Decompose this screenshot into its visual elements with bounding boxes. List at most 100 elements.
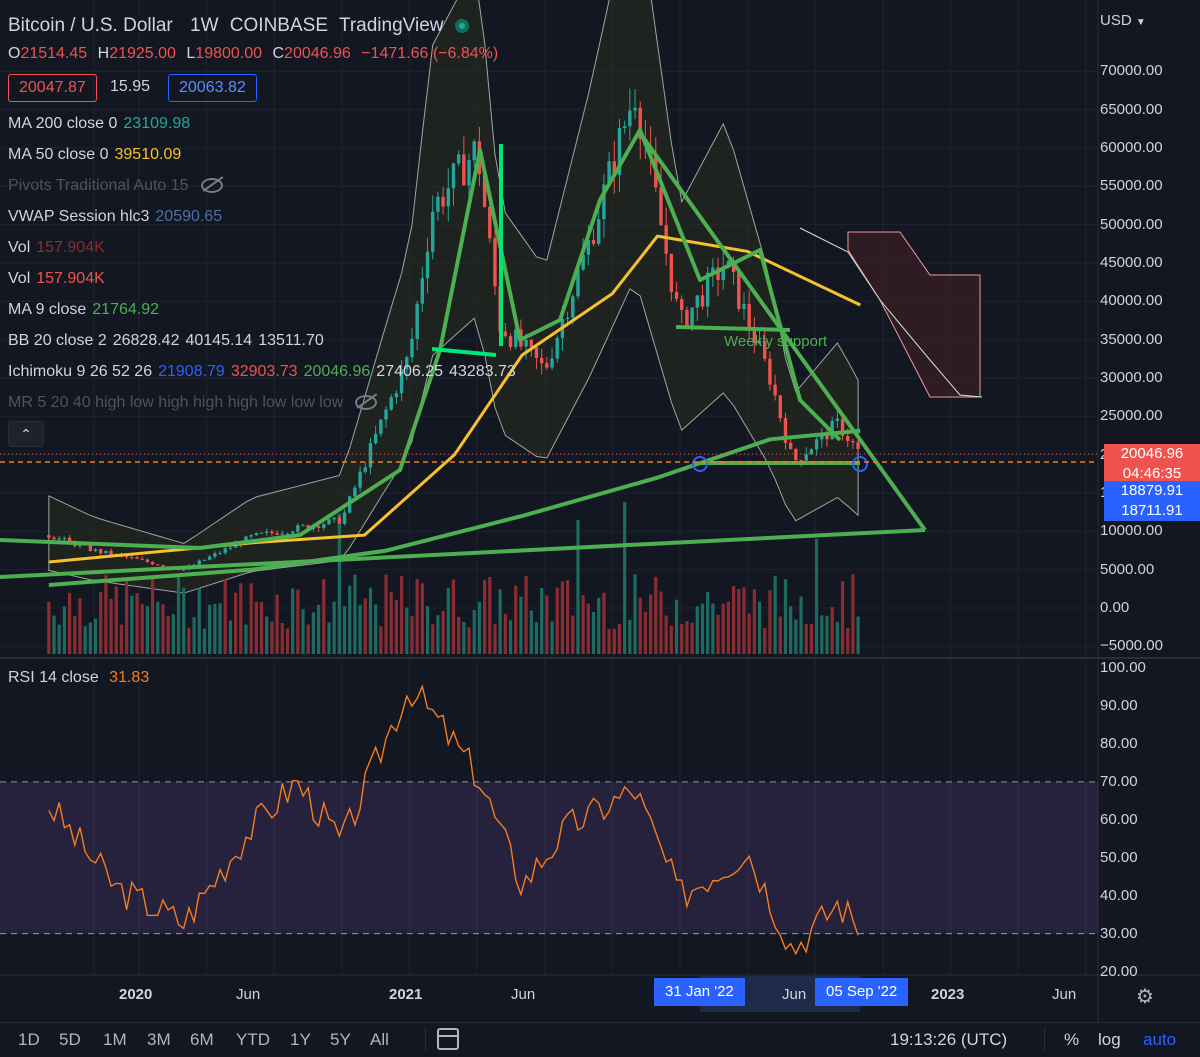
- collapse-legend-button[interactable]: ⌃: [8, 421, 44, 447]
- candle-body: [207, 556, 212, 560]
- candle-body: [384, 409, 388, 420]
- volume-bar: [410, 616, 414, 654]
- indicator-legend-row[interactable]: MA 9 close 21764.92: [8, 300, 165, 320]
- volume-bar: [534, 622, 539, 654]
- volume-bar: [477, 601, 482, 654]
- rsi-axis-label: 20.00: [1100, 962, 1138, 980]
- volume-bar: [711, 603, 715, 654]
- price-axis-label: 0.00: [1100, 599, 1130, 616]
- price-tag-3: 18711.91: [1104, 501, 1200, 521]
- candle-body: [135, 557, 139, 559]
- volume-bar: [78, 598, 82, 654]
- volume-bar: [62, 606, 66, 654]
- candle-body: [628, 110, 632, 127]
- candle-body: [809, 449, 814, 455]
- bid-box[interactable]: 20047.87: [8, 74, 97, 102]
- volume-bar: [628, 619, 632, 654]
- volume-bar: [571, 615, 575, 654]
- log-scale-toggle[interactable]: log: [1098, 1030, 1121, 1049]
- indicator-name: Vol: [8, 239, 31, 256]
- timeframe-button-1y[interactable]: 1Y: [290, 1030, 311, 1049]
- indicator-legend-row[interactable]: MR 5 20 40 high low high high high low l…: [8, 393, 383, 413]
- volume-bar: [654, 576, 658, 654]
- candle-body: [213, 553, 217, 557]
- clock[interactable]: 19:13:26 (UTC): [890, 1030, 1008, 1049]
- volume-bar: [374, 604, 378, 654]
- time-label-jun-2023: Jun: [1052, 986, 1077, 1003]
- timeframe-button-1d[interactable]: 1D: [18, 1030, 40, 1049]
- toolbar-divider-2: [1044, 1027, 1045, 1051]
- indicator-name: BB 20 close 2: [8, 332, 107, 349]
- candle-body: [254, 533, 259, 536]
- volume-bar: [415, 579, 419, 654]
- candle-body: [778, 395, 782, 419]
- ask-box[interactable]: 20063.82: [168, 74, 257, 102]
- indicator-value: 23109.98: [123, 115, 191, 132]
- high-label: H: [97, 45, 110, 62]
- low-value: 19800.00: [195, 45, 263, 62]
- timeframe-button-ytd[interactable]: YTD: [236, 1030, 270, 1049]
- settings-gear-icon[interactable]: ⚙: [1136, 986, 1154, 1008]
- volume-bar: [783, 579, 788, 654]
- candle-body: [685, 309, 689, 327]
- price-axis-label: 25000.00: [1100, 407, 1163, 425]
- chevron-up-icon: ⌃: [20, 426, 32, 442]
- volume-bar: [555, 587, 559, 654]
- candle-body: [342, 512, 347, 524]
- candle-body: [659, 187, 663, 226]
- rsi-value: 31.83: [109, 669, 150, 686]
- ohlc-row: O21514.45 H21925.00 L19800.00 C20046.96 …: [8, 44, 504, 64]
- spread-value: 15.95: [110, 78, 151, 95]
- symbol-title: Bitcoin / U.S. Dollar 1W COINBASE Tradin…: [8, 16, 475, 36]
- volume-bar: [576, 519, 580, 654]
- date-range-calendar-icon[interactable]: [437, 1028, 459, 1050]
- candle-body: [550, 358, 554, 368]
- timeframe-button-5d[interactable]: 5D: [59, 1030, 81, 1049]
- eye-crossed-icon[interactable]: [200, 176, 223, 194]
- volume-bar: [617, 624, 622, 654]
- candle-body: [576, 269, 580, 297]
- indicator-legend-row[interactable]: MA 200 close 0 23109.98: [8, 114, 196, 134]
- volume-bar: [161, 604, 165, 654]
- auto-scale-toggle[interactable]: auto: [1143, 1030, 1177, 1049]
- volume-bar: [763, 628, 767, 654]
- timeframe-button-1m[interactable]: 1M: [103, 1030, 127, 1049]
- volume-bar: [550, 621, 554, 654]
- volume-bar: [529, 610, 533, 654]
- volume-bar: [840, 581, 845, 654]
- indicator-legend-row[interactable]: Pivots Traditional Auto 15: [8, 176, 229, 196]
- timeframe-button-all[interactable]: All: [370, 1030, 389, 1049]
- candle-body: [690, 307, 694, 327]
- price-tag-2: 18879.91: [1104, 481, 1200, 501]
- candle-body: [259, 532, 264, 534]
- volume-bar: [519, 596, 523, 654]
- indicator-legend-row[interactable]: Vol 157.904K: [8, 269, 111, 289]
- indicator-legend-row[interactable]: VWAP Session hlc3 20590.65: [8, 207, 228, 227]
- indicator-legend-row[interactable]: BB 20 close 2 26828.42 40145.14 13511.70: [8, 331, 330, 351]
- volume-bar: [244, 624, 248, 654]
- candle-body: [586, 240, 591, 255]
- candle-body: [78, 544, 82, 547]
- candle-body: [757, 341, 762, 344]
- eye-crossed-icon[interactable]: [355, 393, 378, 411]
- indicator-legend-row[interactable]: MA 50 close 0 39510.09: [8, 145, 187, 165]
- timeframe-button-3m[interactable]: 3M: [147, 1030, 171, 1049]
- currency-select[interactable]: USD ▼: [1086, 12, 1200, 29]
- timeframe-button-6m[interactable]: 6M: [190, 1030, 214, 1049]
- volume-bar: [228, 620, 233, 654]
- candle-body: [420, 278, 425, 304]
- volume-bar: [659, 591, 663, 654]
- indicator-legend-row[interactable]: Vol 157.904K: [8, 238, 111, 258]
- percent-scale-toggle[interactable]: %: [1064, 1030, 1080, 1049]
- change-value: −1471.66 (−6.84%): [361, 45, 499, 62]
- indicator-value: 43283.73: [449, 363, 516, 380]
- volume-bar: [150, 576, 155, 654]
- candle-body: [130, 557, 134, 559]
- volume-bar: [109, 598, 113, 654]
- price-chart[interactable]: [0, 0, 1200, 1022]
- volume-bar: [99, 592, 103, 654]
- indicator-legend-row[interactable]: Ichimoku 9 26 52 26 21908.79 32903.73 20046…: [8, 362, 522, 382]
- volume-bar: [815, 538, 819, 654]
- time-label-jun-2021: Jun: [511, 986, 536, 1003]
- timeframe-button-5y[interactable]: 5Y: [330, 1030, 351, 1049]
